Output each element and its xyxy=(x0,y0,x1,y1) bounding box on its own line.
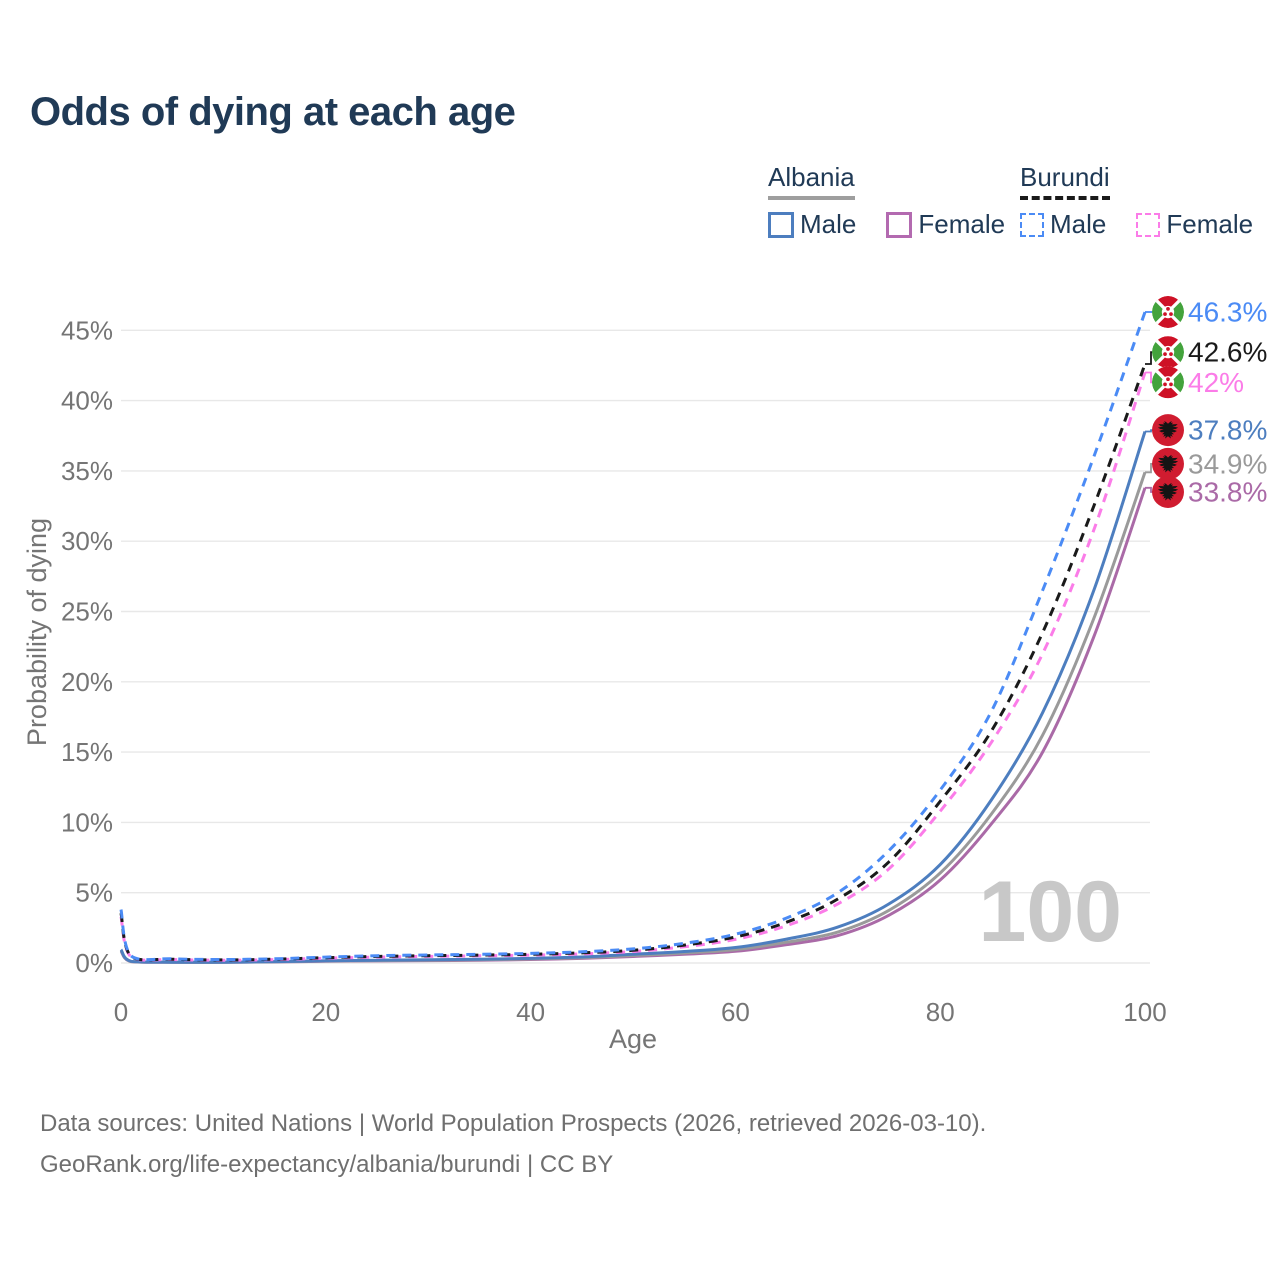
legend-item-burundi-male[interactable]: Male xyxy=(1020,209,1106,240)
x-axis-ticks: 0 20 40 60 80 100 xyxy=(114,997,1167,1027)
legend-label-burundi-male: Male xyxy=(1050,209,1107,239)
footer-attribution: GeoRank.org/life-expectancy/albania/buru… xyxy=(40,1151,614,1178)
y-tick-label: 25% xyxy=(61,597,113,627)
x-tick-label: 80 xyxy=(926,997,955,1027)
y-axis-ticks: 0% 5% 10% 15% 20% 25% 30% 35% 40% 45% xyxy=(61,315,113,978)
y-axis-title: Probability of dying xyxy=(22,518,52,746)
footer: Data sources: United Nations | World Pop… xyxy=(40,1103,986,1185)
burundi-male-swatch xyxy=(1020,212,1044,237)
page-title: Odds of dying at each age xyxy=(30,90,516,134)
x-tick-label: 20 xyxy=(311,997,340,1027)
y-tick-label: 45% xyxy=(61,315,113,345)
end-value-burundi-female: 42% xyxy=(1188,367,1244,398)
legend-country-albania: Albania xyxy=(768,162,855,200)
y-tick-label: 15% xyxy=(61,737,113,767)
x-tick-label: 60 xyxy=(721,997,750,1027)
legend-group-albania: Albania Male Female xyxy=(768,162,1005,240)
legend-label-albania-male: Male xyxy=(800,209,857,239)
legend: Albania Male Female Burundi Male xyxy=(768,162,1280,242)
albania-male-swatch xyxy=(768,211,794,238)
age-watermark: 100 xyxy=(979,864,1123,960)
y-tick-label: 10% xyxy=(61,807,113,837)
legend-item-albania-male[interactable]: Male xyxy=(768,209,856,240)
y-tick-label: 0% xyxy=(75,948,113,978)
end-value-albania-male: 37.8% xyxy=(1188,415,1267,446)
y-tick-label: 20% xyxy=(61,667,113,697)
legend-label-albania-female: Female xyxy=(918,209,1006,239)
burundi-female-swatch xyxy=(1136,212,1161,237)
series-line-albania-male[interactable] xyxy=(119,431,1147,964)
y-tick-label: 40% xyxy=(61,386,113,416)
end-value-burundi-male: 46.3% xyxy=(1188,297,1267,328)
end-value-burundi-both: 42.6% xyxy=(1188,337,1267,368)
end-value-albania-female: 33.8% xyxy=(1188,477,1267,508)
burundi-flag-icon xyxy=(1152,296,1184,328)
end-labels: 46.3% 42.6%42% 37.8%34.9%33.8% xyxy=(1145,296,1267,508)
albania-flag-icon xyxy=(1152,414,1184,447)
x-tick-label: 100 xyxy=(1123,997,1166,1027)
albania-flag-icon xyxy=(1152,447,1184,480)
legend-item-albania-female[interactable]: Female xyxy=(886,209,1005,240)
albania-female-swatch xyxy=(886,211,913,238)
series-lines xyxy=(119,311,1147,964)
footer-data-sources: Data sources: United Nations | World Pop… xyxy=(40,1110,987,1137)
legend-group-burundi: Burundi Male Female xyxy=(1020,162,1253,240)
x-tick-label: 40 xyxy=(516,997,545,1027)
legend-label-burundi-female: Female xyxy=(1166,209,1254,239)
y-tick-label: 30% xyxy=(61,526,113,556)
chart-plot: 100 0% 5% 10% 15% 20% 25% 30% 35% 40% 45% 0 20 40 60… xyxy=(22,0,1267,1054)
burundi-flag-icon xyxy=(1152,336,1184,368)
burundi-flag-icon xyxy=(1152,366,1184,398)
albania-flag-icon xyxy=(1152,476,1184,508)
series-line-burundi-male[interactable] xyxy=(119,311,1147,962)
legend-country-burundi: Burundi xyxy=(1020,162,1110,200)
end-value-albania-both: 34.9% xyxy=(1188,448,1267,479)
x-axis-title: Age xyxy=(609,1024,657,1054)
legend-item-burundi-female[interactable]: Female xyxy=(1136,209,1253,240)
y-tick-label: 5% xyxy=(75,878,113,908)
x-tick-label: 0 xyxy=(114,997,128,1027)
y-tick-label: 35% xyxy=(61,456,113,486)
